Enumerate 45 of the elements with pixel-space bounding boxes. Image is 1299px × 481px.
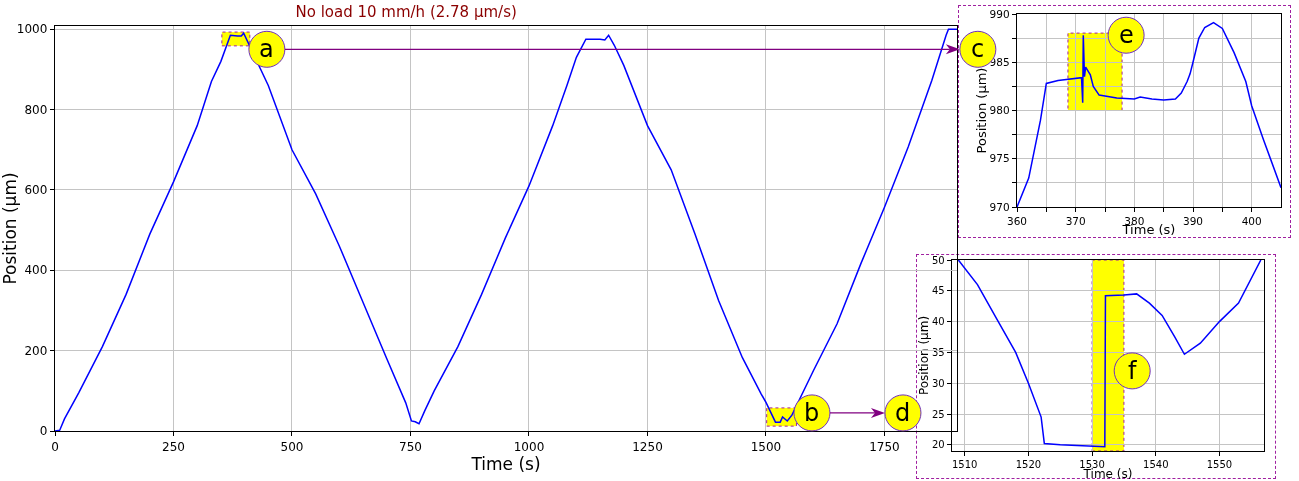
x-tick-label: 400 bbox=[1241, 214, 1262, 227]
x-tick-label: 1000 bbox=[513, 439, 545, 454]
y-axis-title: Position (µm) bbox=[973, 67, 989, 154]
annotation: f bbox=[1128, 357, 1137, 385]
y-tick-label: 800 bbox=[24, 102, 48, 117]
line-series bbox=[1017, 21, 1281, 207]
annotation: d bbox=[895, 399, 911, 427]
annotation: e bbox=[1119, 21, 1134, 49]
y-tick-label: 50 bbox=[931, 254, 945, 266]
y-tick-label: 40 bbox=[931, 316, 945, 328]
chart-title: No load 10 mm/h (2.78 µm/s) bbox=[295, 2, 517, 21]
x-tick-label: 1250 bbox=[632, 439, 663, 454]
y-axis-title: Position (µm) bbox=[0, 172, 20, 285]
y-axis-title: Position (µm) bbox=[917, 315, 932, 396]
x-tick-label: 1510 bbox=[952, 459, 978, 471]
x-tick-label: 370 bbox=[1065, 214, 1086, 227]
y-tick-label: 0 bbox=[39, 424, 48, 439]
y-tick-label: 400 bbox=[24, 263, 48, 278]
x-tick-label: 360 bbox=[1006, 214, 1028, 227]
annotation: c bbox=[971, 35, 985, 63]
y-tick-label: 975 bbox=[989, 152, 1010, 165]
x-tick-label: 1540 bbox=[1143, 459, 1169, 471]
x-tick-label: 1520 bbox=[1015, 459, 1042, 471]
x-tick-label: 1500 bbox=[750, 439, 782, 454]
x-tick-label: 750 bbox=[399, 439, 422, 454]
y-tick-label: 20 bbox=[931, 439, 945, 451]
y-tick-label: 970 bbox=[989, 200, 1010, 213]
x-tick-label: 1750 bbox=[869, 439, 900, 454]
y-tick-label: 25 bbox=[931, 408, 945, 420]
annotation: b bbox=[804, 399, 820, 427]
y-tick-label: 600 bbox=[24, 183, 48, 198]
y-tick-label: 30 bbox=[931, 377, 945, 389]
x-tick-label: 390 bbox=[1182, 214, 1204, 227]
y-tick-label: 1000 bbox=[16, 22, 48, 37]
y-tick-label: 45 bbox=[931, 285, 945, 297]
x-tick-label: 1550 bbox=[1206, 459, 1233, 471]
y-tick-label: 990 bbox=[989, 7, 1010, 20]
x-axis-title: Time (s) bbox=[470, 453, 541, 474]
x-tick-label: 250 bbox=[162, 439, 185, 454]
y-tick-label: 200 bbox=[24, 343, 48, 358]
x-tick-label: 500 bbox=[280, 439, 304, 454]
x-tick-label: 0 bbox=[51, 439, 59, 454]
annotation: a bbox=[259, 35, 274, 63]
line-series bbox=[957, 260, 1262, 448]
y-tick-label: 980 bbox=[989, 104, 1010, 117]
